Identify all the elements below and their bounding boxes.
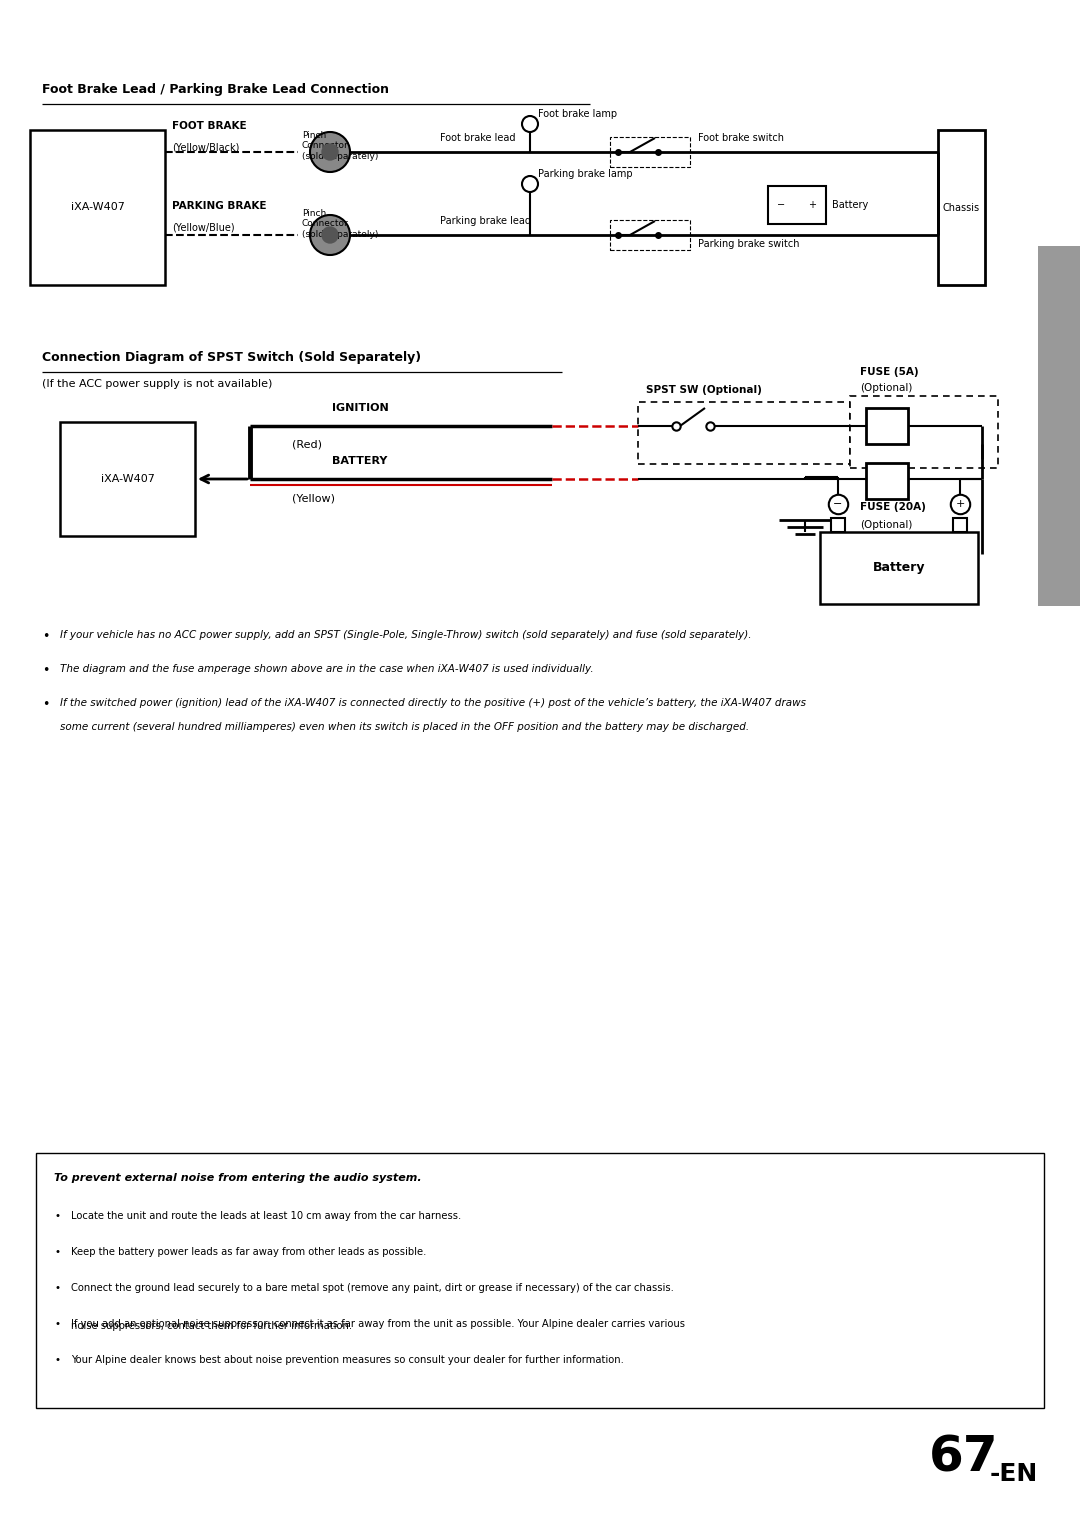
Text: (Red): (Red) — [292, 439, 322, 450]
Text: Chassis: Chassis — [943, 203, 980, 214]
Text: •: • — [42, 664, 50, 678]
Text: Pinch
Connector
(sold separately): Pinch Connector (sold separately) — [302, 131, 378, 160]
Text: The diagram and the fuse amperage shown above are in the case when iXA-W407 is u: The diagram and the fuse amperage shown … — [60, 664, 594, 674]
Text: Parking brake lead: Parking brake lead — [440, 217, 531, 226]
Bar — [610, 220, 690, 250]
Text: iXA-W407: iXA-W407 — [70, 203, 124, 212]
Bar — [638, 401, 850, 464]
Text: Keep the battery power leads as far away from other leads as possible.: Keep the battery power leads as far away… — [71, 1247, 427, 1257]
Text: +: + — [956, 499, 964, 510]
Text: SPST SW (Optional): SPST SW (Optional) — [646, 385, 761, 395]
Circle shape — [310, 133, 350, 172]
Text: Connect the ground lead securely to a bare metal spot (remove any paint, dirt or: Connect the ground lead securely to a ba… — [71, 1283, 674, 1293]
Text: If your vehicle has no ACC power supply, add an SPST (Single-Pole, Single-Throw): If your vehicle has no ACC power supply,… — [60, 630, 752, 639]
Text: IGNITION: IGNITION — [332, 403, 389, 414]
Bar — [30, 130, 165, 285]
Text: (Yellow/Blue): (Yellow/Blue) — [172, 223, 234, 233]
Text: Locate the unit and route the leads at least 10 cm away from the car harness.: Locate the unit and route the leads at l… — [71, 1212, 461, 1221]
Bar — [60, 423, 195, 536]
Text: noise suppressors, contact them for further information.: noise suppressors, contact them for furt… — [71, 1322, 352, 1331]
Text: •: • — [42, 630, 50, 642]
Text: Pinch
Connector
(sold separately): Pinch Connector (sold separately) — [302, 209, 378, 240]
Text: -EN: -EN — [989, 1462, 1038, 1486]
Circle shape — [322, 143, 338, 160]
Text: •: • — [54, 1283, 60, 1293]
Text: Parking brake lamp: Parking brake lamp — [538, 169, 633, 179]
Text: •: • — [42, 697, 50, 711]
Text: (If the ACC power supply is not available): (If the ACC power supply is not availabl… — [42, 378, 272, 389]
Text: Foot brake lead: Foot brake lead — [440, 133, 515, 143]
Text: FUSE (5A): FUSE (5A) — [860, 366, 919, 377]
Bar — [866, 462, 908, 499]
Text: (Yellow/Black): (Yellow/Black) — [172, 143, 240, 153]
Text: Battery: Battery — [832, 200, 868, 211]
Bar — [610, 137, 690, 166]
Text: Your Alpine dealer knows best about noise prevention measures so consult your de: Your Alpine dealer knows best about nois… — [71, 1355, 624, 1364]
Text: If you add an optional noise suppressor, connect it as far away from the unit as: If you add an optional noise suppressor,… — [71, 1318, 685, 1329]
Bar — [953, 517, 967, 533]
Circle shape — [310, 215, 350, 255]
Text: If the switched power (ignition) lead of the iXA-W407 is connected directly to t: If the switched power (ignition) lead of… — [60, 697, 806, 708]
Bar — [850, 397, 998, 468]
Bar — [939, 130, 985, 285]
Text: (Optional): (Optional) — [860, 520, 913, 530]
Text: Foot brake lamp: Foot brake lamp — [538, 108, 617, 119]
Text: (Yellow): (Yellow) — [292, 494, 335, 504]
Text: •: • — [54, 1247, 60, 1257]
Bar — [831, 517, 845, 533]
Text: (Optional): (Optional) — [860, 383, 913, 394]
Text: −: − — [834, 499, 842, 510]
Circle shape — [322, 227, 338, 243]
Text: iXA-W407: iXA-W407 — [100, 475, 154, 484]
Text: +: + — [808, 200, 816, 211]
Bar — [866, 407, 908, 444]
Text: FUSE (20A): FUSE (20A) — [860, 502, 926, 513]
Text: PARKING BRAKE: PARKING BRAKE — [172, 201, 267, 211]
Text: Foot brake switch: Foot brake switch — [698, 133, 784, 143]
Bar — [36, 1154, 1044, 1408]
Text: Parking brake switch: Parking brake switch — [698, 240, 799, 249]
Text: Connection Diagram of SPST Switch (Sold Separately): Connection Diagram of SPST Switch (Sold … — [42, 351, 421, 365]
Text: •: • — [54, 1355, 60, 1364]
Bar — [1038, 246, 1080, 606]
Text: To prevent external noise from entering the audio system.: To prevent external noise from entering … — [54, 1173, 421, 1183]
Bar — [768, 186, 826, 224]
Bar — [820, 533, 978, 604]
Text: −: − — [777, 200, 785, 211]
Text: Foot Brake Lead / Parking Brake Lead Connection: Foot Brake Lead / Parking Brake Lead Con… — [42, 84, 389, 96]
Text: 67: 67 — [929, 1434, 998, 1482]
Text: Battery: Battery — [873, 562, 926, 574]
Text: BATTERY: BATTERY — [333, 456, 388, 465]
Text: some current (several hundred milliamperes) even when its switch is placed in th: some current (several hundred milliamper… — [60, 722, 750, 732]
Text: •: • — [54, 1318, 60, 1329]
Text: •: • — [54, 1212, 60, 1221]
Text: FOOT BRAKE: FOOT BRAKE — [172, 121, 246, 131]
